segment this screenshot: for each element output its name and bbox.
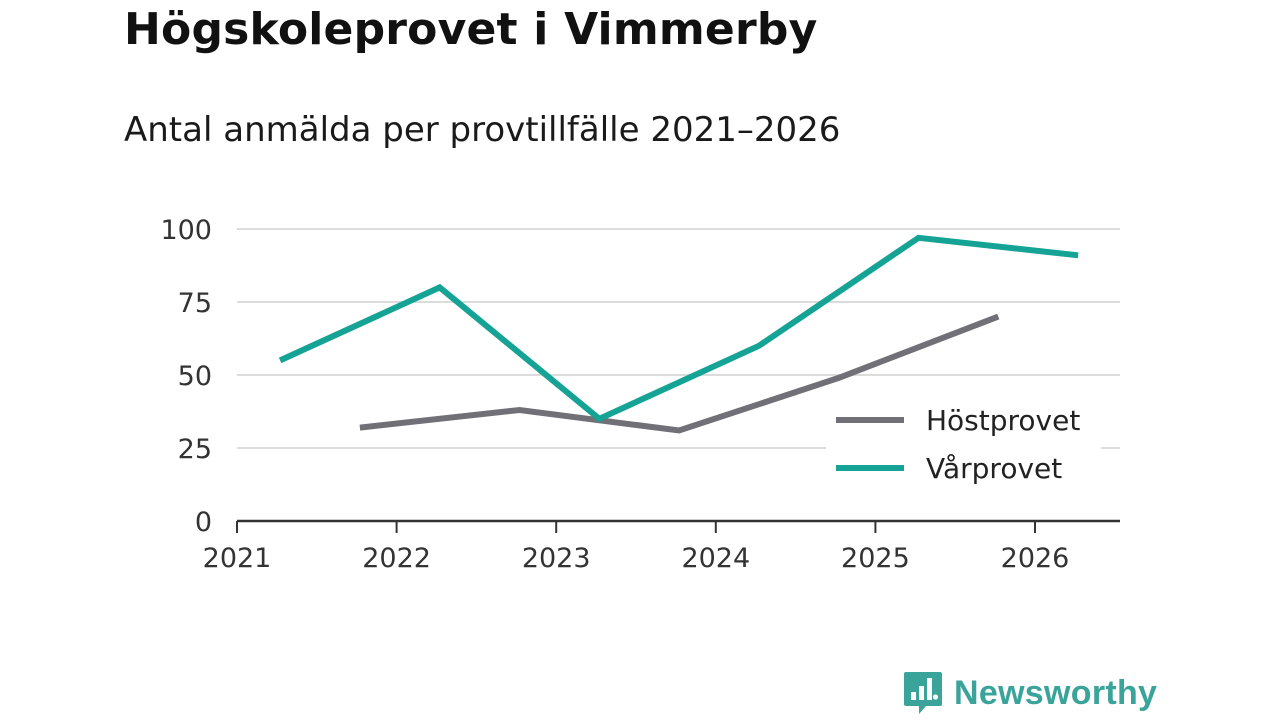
y-tick-label: 50	[178, 361, 212, 392]
x-axis: 2021 2022 2023 2024 2025 2026	[203, 519, 1120, 574]
y-tick-label: 0	[195, 507, 212, 538]
x-tick-label: 2025	[841, 543, 910, 574]
series-lines	[278, 234, 1079, 434]
x-tick-label: 2024	[681, 543, 750, 574]
legend-label: Vårprovet	[926, 452, 1062, 485]
chart-title: Högskoleprovet i Vimmerby	[124, 4, 818, 55]
x-tick-label: 2023	[522, 543, 591, 574]
x-tick-label: 2022	[362, 543, 431, 574]
y-tick-label: 75	[178, 288, 212, 319]
y-axis-ticks: 0 25 50 75 100	[160, 215, 212, 538]
series-line-varprovet	[278, 234, 1079, 423]
brand-name: Newsworthy	[954, 673, 1158, 712]
brand-logo: Newsworthy	[902, 670, 1157, 716]
chart-subtitle: Antal anmälda per provtillfälle 2021–202…	[124, 110, 841, 150]
legend-box	[826, 398, 1101, 494]
x-tick-label: 2026	[1001, 543, 1070, 574]
y-tick-label: 25	[178, 434, 212, 465]
bar-chart-speech-icon	[904, 672, 942, 714]
y-tick-label: 100	[160, 215, 212, 246]
x-tick-label: 2021	[203, 543, 272, 574]
legend: Höstprovet Vårprovet	[826, 398, 1101, 494]
legend-label: Höstprovet	[926, 404, 1080, 437]
